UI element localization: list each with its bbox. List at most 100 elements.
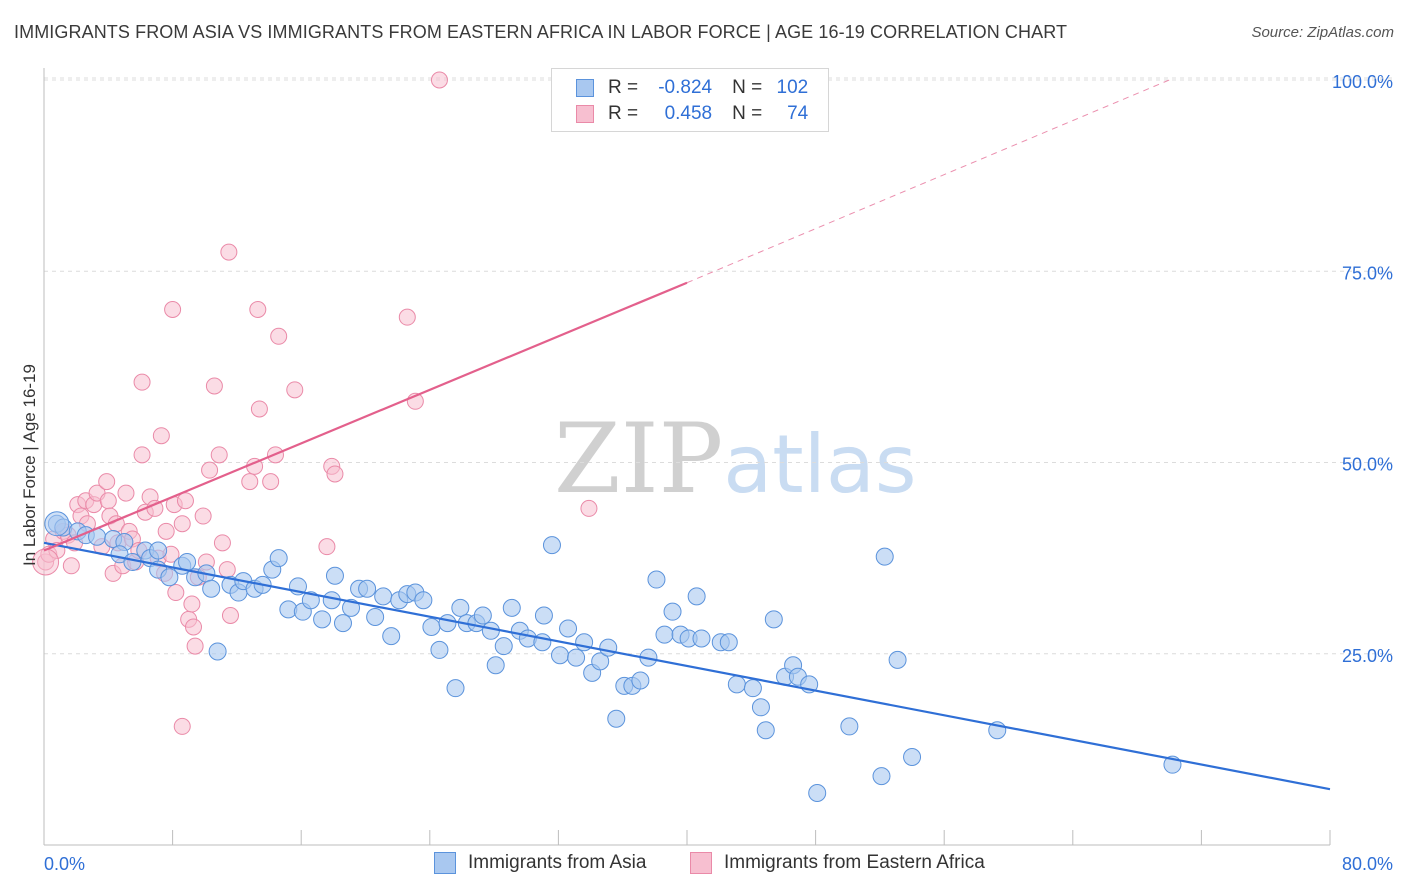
asia-point (451, 598, 470, 617)
asia-n-label: N = (732, 77, 763, 98)
asia-point (591, 652, 610, 671)
eafrica-point (201, 461, 219, 479)
eafrica-point (167, 584, 185, 602)
legend-swatch-eafrica (690, 852, 712, 874)
eafrica-point (183, 595, 201, 613)
asia-point (374, 587, 393, 606)
asia-point (751, 698, 770, 717)
eafrica-point (218, 561, 236, 579)
asia-trendline (43, 541, 1331, 791)
asia-point (743, 679, 762, 698)
y-tick-label: 25.0% (1342, 646, 1393, 666)
correlation-legend: R = -0.824 N = 102 R = 0.458 N = 74 (551, 68, 829, 132)
asia-point (313, 610, 332, 629)
eafrica-point (205, 377, 223, 395)
eafrica-point (221, 607, 239, 624)
legend-row-eafrica: R = 0.458 N = 74 (576, 102, 808, 126)
watermark: ZIPatlas (554, 403, 917, 515)
asia-point (366, 608, 385, 627)
asia-point (542, 536, 561, 555)
eafrica-point (286, 381, 304, 399)
asia-point (342, 598, 361, 617)
asia-swatch (576, 79, 594, 97)
asia-point (875, 547, 894, 566)
asia-point (888, 650, 907, 669)
asia-point (358, 579, 377, 598)
asia-point (599, 638, 618, 657)
asia-point (208, 642, 227, 661)
eafrica-point (62, 557, 80, 575)
asia-point (430, 640, 449, 659)
eafrica-point (430, 71, 448, 89)
eafrica-point (262, 473, 280, 491)
asia-point (486, 656, 505, 675)
y-tick-label: 50.0% (1342, 455, 1393, 475)
asia-point (559, 619, 578, 638)
asia-point (567, 648, 586, 667)
eafrica-r-label: R = (608, 103, 639, 124)
eafrica-point (173, 717, 191, 735)
eafrica-r-value: 0.458 (664, 103, 713, 124)
asia-point (149, 541, 168, 560)
asia-point (481, 621, 500, 640)
y-tick-label: 100.0% (1332, 72, 1393, 92)
asia-point (44, 511, 70, 537)
eafrica-trendline (43, 281, 688, 552)
eafrica-point (241, 473, 259, 491)
legend-item-eafrica[interactable]: Immigrants from Eastern Africa (690, 852, 985, 874)
eafrica-point (249, 301, 267, 318)
asia-point (202, 579, 221, 598)
eafrica-point (318, 538, 336, 556)
asia-point (534, 606, 553, 625)
watermark-atlas: atlas (723, 418, 917, 511)
eafrica-point (186, 637, 204, 655)
legend-swatch-asia (434, 852, 456, 874)
asia-point (647, 570, 666, 589)
asia-point (692, 629, 711, 648)
asia-point (631, 671, 650, 690)
eafrica-point (117, 484, 135, 502)
asia-r-value: -0.824 (658, 77, 713, 98)
asia-n-value: 102 (776, 77, 809, 98)
asia-point (727, 675, 746, 694)
eafrica-n-label: N = (732, 103, 763, 124)
asia-point (502, 598, 521, 617)
eafrica-point (270, 327, 288, 345)
eafrica-point (164, 301, 182, 318)
asia-point (414, 591, 433, 610)
asia-point (663, 602, 682, 621)
y-tick-label: 75.0% (1342, 263, 1393, 283)
asia-point (333, 614, 352, 633)
asia-point (382, 627, 401, 646)
eafrica-point (220, 243, 238, 261)
chart-title: IMMIGRANTS FROM ASIA VS IMMIGRANTS FROM … (14, 22, 1068, 42)
asia-point (269, 549, 288, 568)
eafrica-point (250, 400, 268, 418)
asia-point (422, 617, 441, 636)
asia-point (551, 646, 570, 665)
eafrica-point (184, 618, 202, 636)
source-note: Source: ZipAtlas.com (1251, 24, 1394, 41)
eafrica-point (213, 534, 231, 552)
series-legend: Immigrants from Asia Immigrants from Eas… (0, 852, 1406, 878)
eafrica-swatch (576, 105, 594, 123)
x-tick-label-max: 80.0% (1342, 854, 1393, 874)
eafrica-point (326, 465, 344, 483)
eafrica-point (580, 499, 598, 517)
asia-r-label: R = (608, 77, 639, 98)
eafrica-point (152, 427, 170, 445)
eafrica-point (157, 522, 175, 540)
legend-item-asia[interactable]: Immigrants from Asia (434, 852, 646, 874)
asia-point (494, 637, 513, 656)
asia-point (178, 552, 197, 571)
asia-point (808, 783, 827, 802)
legend-label-eafrica: Immigrants from Eastern Africa (724, 852, 985, 873)
legend-label-asia: Immigrants from Asia (468, 852, 647, 873)
asia-point (719, 633, 738, 652)
watermark-zip: ZIP (554, 403, 724, 515)
asia-point (160, 568, 179, 587)
asia-point (903, 748, 922, 767)
eafrica-point (210, 446, 228, 464)
eafrica-point (98, 473, 116, 491)
